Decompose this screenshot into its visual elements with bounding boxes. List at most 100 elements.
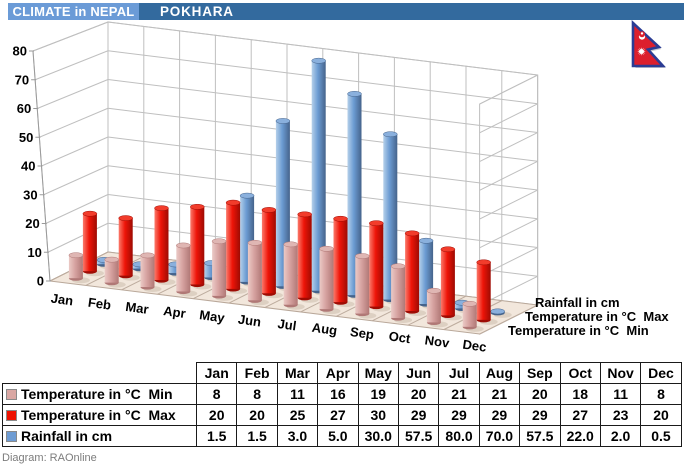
flag-sun-icon [637,47,646,56]
month-label-mar: Mar [125,299,150,317]
bar-Nov-s0 [426,287,448,328]
month-label-dec: Dec [462,337,488,355]
table-cell: 23 [599,404,642,426]
table-header-oct: Oct [559,362,601,384]
header-left-title: CLIMATE in NEPAL [12,4,135,19]
table-cell: 80.0 [438,425,480,447]
table-cell: 20 [397,383,440,405]
y-tick-label: 50 [19,130,33,145]
month-label-may: May [199,307,227,325]
table-cell: 21 [478,383,521,405]
series-label-0: Temperature in °C Min [508,323,649,338]
table-cell: 11 [276,383,319,405]
table-cell: 29 [438,404,480,426]
table-cell: 18 [559,383,601,405]
table-cell: 30 [357,404,399,426]
table-header-apr: Apr [317,362,359,384]
table-row-label: Temperature in °C Min [2,383,197,405]
y-tick-label: 60 [17,101,31,116]
bar-Oct-s2 [418,237,441,309]
bar-May-s0 [211,238,234,301]
bar-Dec-s2 [490,308,512,318]
bar-Oct-s0 [390,263,413,323]
table-cell: 27 [317,404,359,426]
table-cell: 8 [236,383,278,405]
bar-Oct-s1 [404,230,427,316]
bar-Dec-s0 [462,300,484,332]
table-cell: 20 [640,404,682,426]
nepal-flag-icon [631,20,666,68]
table-header-sep: Sep [519,362,561,384]
table-row: Rainfall in cm 1.5 1.5 3.0 5.0 30.0 57.5 80.0 70… [2,425,682,447]
diagram-credit: Diagram: RAOnline [2,452,97,464]
bar-Nov-s1 [440,246,462,321]
table-cell: 2.0 [599,425,642,447]
month-label-apr: Apr [162,303,186,321]
y-tick-label: 10 [27,245,41,260]
y-tick-label: 30 [23,187,37,202]
month-label-jan: Jan [50,291,74,309]
table-header-feb: Feb [236,362,278,384]
bar-Apr-s1 [190,203,212,290]
table-cell: 22.0 [559,425,601,447]
table-cell: 8 [195,383,238,405]
month-label-nov: Nov [424,332,451,350]
table-cell: 21 [438,383,480,405]
y-tick-label: 20 [25,216,39,231]
month-label-jul: Jul [277,316,298,333]
bar-Aug-s1 [333,215,355,308]
bar-Aug-s0 [319,245,341,315]
series-label-1: Temperature in °C Max [525,309,669,324]
header-right-banner: POKHARA [139,3,684,20]
y-tick-label: 80 [13,44,27,59]
y-tick-label: 0 [37,274,44,289]
table-cell: 19 [357,383,399,405]
table-cell: 20 [195,404,238,426]
table-cell: 30.0 [357,425,399,447]
table-header-may: May [357,362,399,384]
month-label-jun: Jun [237,311,262,329]
month-label-feb: Feb [87,295,112,313]
bar-Apr-s0 [176,242,198,297]
table-cell: 27 [559,404,601,426]
table-header-jun: Jun [397,362,440,384]
table-cell: 57.5 [397,425,440,447]
table-cell: 3.0 [276,425,319,447]
value-axis: 0 10 20 30 40 50 60 70 80 [13,44,51,289]
bar-Jun-s0 [247,239,269,306]
table-cell: 29 [519,404,561,426]
bar-Mar-s1 [154,205,176,286]
flag-moon-icon [638,31,646,40]
table-header-dec: Dec [640,362,682,384]
flag-body [631,20,666,68]
table-cell: 20 [236,404,278,426]
month-label-sep: Sep [349,324,375,342]
bar-Jun-s1 [261,207,283,299]
table-row-label: Rainfall in cm [2,425,197,447]
month-label-oct: Oct [388,328,412,346]
table-cell: 8 [640,383,682,405]
chart-bars [68,57,512,332]
table-header-nov: Nov [599,362,642,384]
y-tick-label: 70 [15,72,29,87]
table-row: Temperature in °C Max 20 20 25 27 30 29 29 29 29 2… [2,404,682,426]
table-header-jan: Jan [195,362,238,384]
table-cell: 11 [599,383,642,405]
bar-Jul-s0 [283,241,305,310]
table-header-jul: Jul [438,362,480,384]
bar-Sep-s0 [355,253,377,319]
bar-Jan-s0 [68,252,90,284]
table-row: Temperature in °C Min 8 8 11 16 19 20 21 21 20 18 1… [2,383,682,405]
header-left-banner: CLIMATE in NEPAL [8,3,139,20]
page-title: POKHARA [160,4,234,19]
bar-Jul-s1 [297,211,319,303]
bar-Feb-s1 [118,215,140,281]
table-cell: 20 [519,383,561,405]
table-cell: 29 [397,404,440,426]
climate-data-table: Jan Feb Mar Apr May Jun Jul Aug Sep Oct Nov Dec Tem… [2,362,682,447]
table-header-aug: Aug [478,362,521,384]
bar-May-s1 [225,199,248,294]
